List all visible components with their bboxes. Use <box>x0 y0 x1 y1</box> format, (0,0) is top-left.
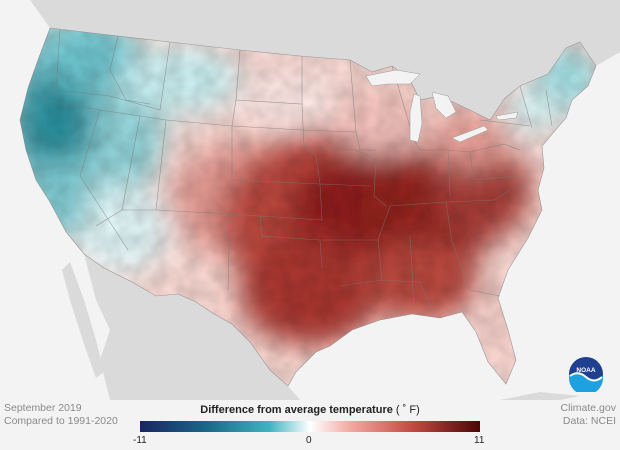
map-footer: September 2019 Compared to 1991-2020 Dif… <box>0 400 620 450</box>
lake-erie <box>451 125 489 143</box>
great-lakes <box>365 69 519 143</box>
noaa-logo-text: NOAA <box>576 367 595 374</box>
source-info: Climate.gov Data: NCEI <box>561 402 616 428</box>
legend-min-label: -11 <box>133 435 147 446</box>
lake-superior <box>365 69 421 87</box>
lake-huron <box>431 91 457 119</box>
temperature-anomaly-map: NOAA <box>19 0 620 400</box>
legend-title: Difference from average temperature ( ˚ … <box>140 404 480 416</box>
noaa-logo: NOAA <box>568 356 604 395</box>
baja-peninsula <box>62 262 104 378</box>
source-site: Climate.gov <box>560 402 616 414</box>
lake-michigan <box>409 93 423 143</box>
source-data: Data: NCEI <box>562 415 616 427</box>
mexico-landmass <box>84 254 300 400</box>
baseline-label: Compared to 1991-2020 <box>4 415 118 427</box>
legend-color-bar <box>140 421 480 432</box>
legend-max-label: 11 <box>474 435 485 446</box>
date-info: September 2019 Compared to 1991-2020 <box>4 402 118 428</box>
date-label: September 2019 <box>4 402 82 414</box>
state-borders <box>19 27 597 387</box>
map-graphic <box>19 0 620 400</box>
legend-title-text: Difference from average temperature <box>200 404 393 416</box>
lake-ontario <box>495 111 519 121</box>
legend-mid-label: 0 <box>306 435 312 446</box>
legend-unit: ( ˚ F) <box>395 404 420 416</box>
cuba-island <box>500 392 580 400</box>
canada-landmass <box>30 0 620 120</box>
